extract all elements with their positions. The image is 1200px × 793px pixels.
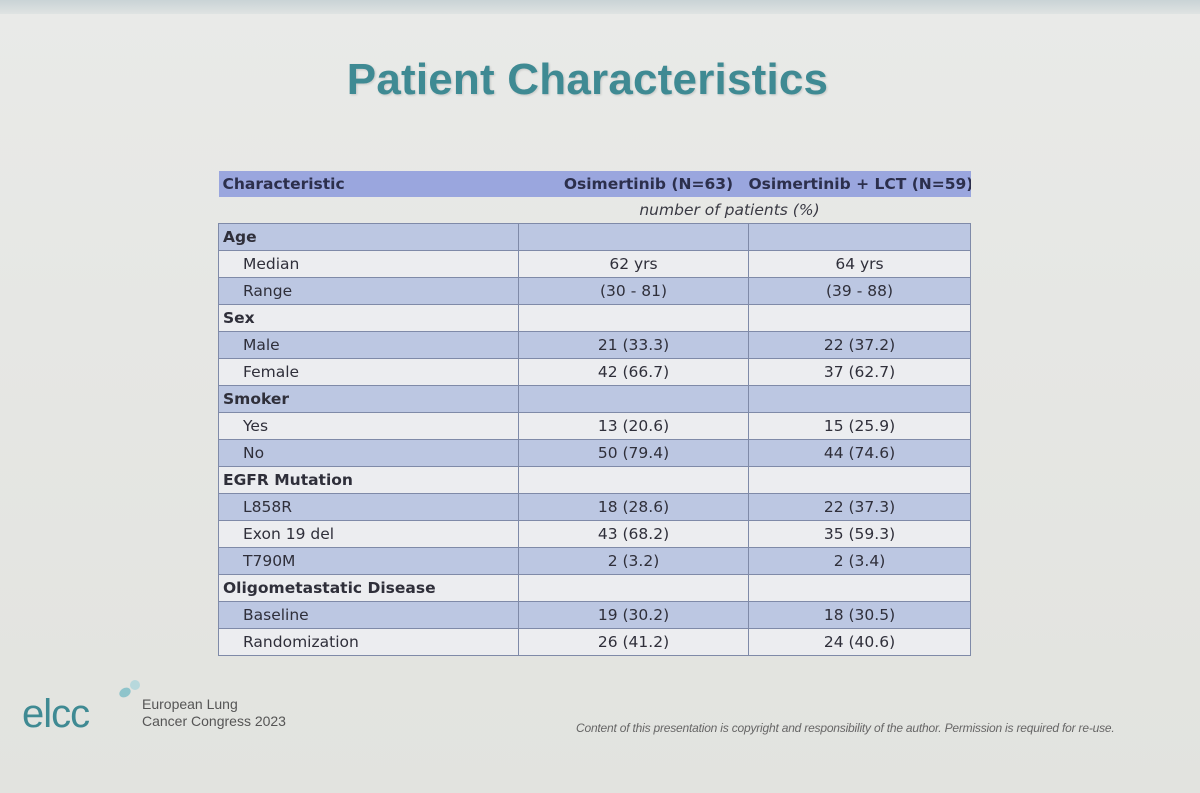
value-osimertinib: 21 (33.3) [518,331,749,359]
value-osimertinib [518,385,749,413]
table-row: Yes 13 (20.6) 15 (25.9) [218,412,971,440]
header-osimertinib-lct: Osimertinib + LCT (N=59) [748,171,971,197]
value-osimertinib: 13 (20.6) [518,412,749,440]
logo-dot-icon [130,680,140,690]
value-osimertinib: 43 (68.2) [518,520,749,548]
table-row: T790M 2 (3.2) 2 (3.4) [218,547,971,575]
elcc-logo: elcc European Lung Cancer Congress 2023 [22,680,352,740]
value-osimertinib: 19 (30.2) [518,601,749,629]
value-osimertinib [518,304,749,332]
value-osimertinib-lct: 18 (30.5) [748,601,971,629]
table-row: Female 42 (66.7) 37 (62.7) [218,358,971,386]
table-subheader-row: number of patients (%) [219,197,971,224]
table-group-row: Oligometastatic Disease [218,574,971,602]
row-label: Randomization [218,628,519,656]
value-osimertinib: 62 yrs [518,250,749,278]
table-row: L858R 18 (28.6) 22 (37.3) [218,493,971,521]
row-label: Female [218,358,519,386]
value-osimertinib: 50 (79.4) [518,439,749,467]
table-row: Exon 19 del 43 (68.2) 35 (59.3) [218,520,971,548]
group-label: Age [218,223,519,251]
table-row: Range (30 - 81) (39 - 88) [218,277,971,305]
table-row: Male 21 (33.3) 22 (37.2) [218,331,971,359]
group-label: Oligometastatic Disease [218,574,519,602]
table-row: No 50 (79.4) 44 (74.6) [218,439,971,467]
congress-name: European Lung Cancer Congress 2023 [142,696,286,730]
row-label: Range [218,277,519,305]
row-label: Exon 19 del [218,520,519,548]
value-osimertinib: 42 (66.7) [518,358,749,386]
value-osimertinib-lct [748,574,971,602]
copyright-note: Content of this presentation is copyrigh… [576,721,1115,735]
row-label: Yes [218,412,519,440]
value-osimertinib-lct: 2 (3.4) [748,547,971,575]
value-osimertinib-lct [748,466,971,494]
table-group-row: Smoker [218,385,971,413]
table-row: Randomization 26 (41.2) 24 (40.6) [218,628,971,656]
value-osimertinib-lct: 64 yrs [748,250,971,278]
slide-title: Patient Characteristics [346,55,829,104]
table-group-row: Age [218,223,971,251]
group-label: EGFR Mutation [218,466,519,494]
value-osimertinib [518,466,749,494]
value-osimertinib-lct: 44 (74.6) [748,439,971,467]
table-row: Baseline 19 (30.2) 18 (30.5) [218,601,971,629]
table-row: Median 62 yrs 64 yrs [218,250,971,278]
table-header-row: Characteristic Osimertinib (N=63) Osimer… [218,171,971,197]
value-osimertinib-lct: 37 (62.7) [748,358,971,386]
value-osimertinib-lct: 35 (59.3) [748,520,971,548]
value-osimertinib-lct [748,385,971,413]
logo-text: elcc [22,692,90,736]
row-label: Male [218,331,519,359]
value-osimertinib: 2 (3.2) [518,547,749,575]
value-osimertinib-lct: (39 - 88) [748,277,971,305]
value-osimertinib [518,223,749,251]
row-label: No [218,439,519,467]
value-osimertinib-lct [748,223,971,251]
value-osimertinib [518,574,749,602]
table-group-row: EGFR Mutation [218,466,971,494]
row-label: T790M [218,547,519,575]
table-group-row: Sex [218,304,971,332]
congress-line-2: Cancer Congress 2023 [142,713,286,729]
header-characteristic: Characteristic [218,171,519,197]
value-osimertinib: 26 (41.2) [518,628,749,656]
value-osimertinib-lct: 24 (40.6) [748,628,971,656]
header-osimertinib: Osimertinib (N=63) [518,171,749,197]
group-label: Smoker [218,385,519,413]
value-osimertinib-lct: 22 (37.2) [748,331,971,359]
top-band [0,0,1200,14]
value-osimertinib-lct: 22 (37.3) [748,493,971,521]
value-osimertinib: 18 (28.6) [518,493,749,521]
value-osimertinib-lct [748,304,971,332]
subheader-number-of-patients: number of patients (%) [639,201,820,219]
row-label: Baseline [218,601,519,629]
characteristics-table: Characteristic Osimertinib (N=63) Osimer… [218,171,971,656]
congress-line-1: European Lung [142,696,238,712]
row-label: Median [218,250,519,278]
value-osimertinib-lct: 15 (25.9) [748,412,971,440]
group-label: Sex [218,304,519,332]
value-osimertinib: (30 - 81) [518,277,749,305]
row-label: L858R [218,493,519,521]
